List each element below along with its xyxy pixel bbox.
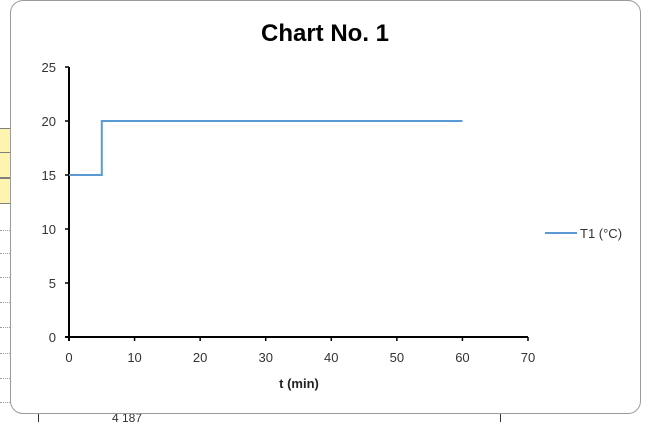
y-tick-label: 25: [42, 60, 56, 75]
x-tick-label: 20: [193, 350, 207, 365]
y-tick-label: 20: [42, 114, 56, 129]
chart-title: Chart No. 1: [261, 20, 389, 47]
series-line-0: [69, 120, 463, 176]
sheet-gridline: [0, 353, 12, 354]
x-axis-title: t (min): [279, 376, 319, 391]
y-tick-label: 10: [42, 222, 56, 237]
sheet-gridline: [0, 402, 12, 403]
sheet-gridline: [0, 277, 12, 278]
chart-axes: 0 5 10 15 20 25 0 10 20 30 40 50 60 70: [42, 60, 536, 365]
chart-object[interactable]: [10, 0, 641, 414]
sheet-gridline: [0, 327, 12, 328]
y-tick-label: 5: [49, 276, 56, 291]
x-tick-label: 0: [65, 350, 72, 365]
x-tick-label: 50: [390, 350, 404, 365]
x-tick-label: 60: [455, 350, 469, 365]
y-tick-label: 15: [42, 168, 56, 183]
x-tick-label: 40: [324, 350, 338, 365]
sheet-gridline: [0, 230, 12, 231]
x-tick-label: 10: [127, 350, 141, 365]
chart-series-layer: [69, 120, 463, 176]
sheet-gridline: [0, 253, 12, 254]
sheet-cell-border: [500, 414, 501, 422]
y-tick-label: 0: [49, 330, 56, 345]
legend-label: T1 (°C): [580, 226, 622, 241]
x-tick-label: 70: [521, 350, 535, 365]
x-tick-label: 30: [258, 350, 272, 365]
chart-legend: T1 (°C): [545, 226, 622, 241]
sheet-gridline: [0, 378, 12, 379]
sheet-gridline: [0, 302, 12, 303]
sheet-cell-border: [38, 414, 39, 422]
